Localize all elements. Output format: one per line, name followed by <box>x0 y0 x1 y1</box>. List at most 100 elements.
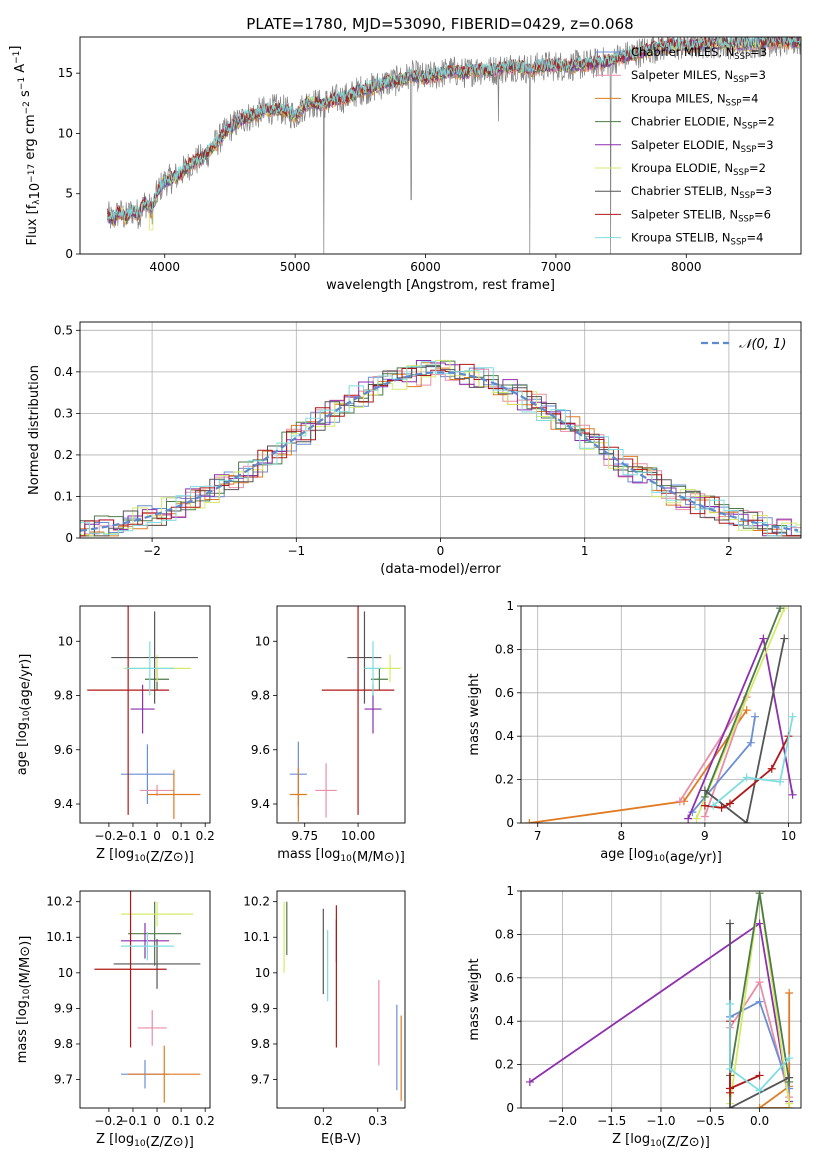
mass-vs-Z-ylabel-sub: 10 <box>22 988 32 1000</box>
age-vs-Z-ytick-label: 9.4 <box>54 797 73 811</box>
weight-marker <box>755 997 764 1006</box>
legend-label-sub: SSP <box>731 238 747 248</box>
age-vs-mass-xtick-label: 9.75 <box>291 829 318 843</box>
legend-label-suffix: =6 <box>754 207 771 221</box>
weight-marker <box>759 634 768 643</box>
legend-label-main: Kroupa MILES, N <box>631 91 726 105</box>
mass-vs-Z-xtick-label: −0.1 <box>118 1114 147 1128</box>
weight-vs-age-xlabel-part: (age/yr)] <box>665 850 722 865</box>
weight-vs-Z-xlabel-sub: 10 <box>650 1139 662 1149</box>
spectrum-ylabel-sup: −1 <box>12 51 22 64</box>
residuals-series-group <box>80 359 801 537</box>
weight-vs-Z-frame <box>520 890 802 1109</box>
age-vs-mass-xlabel-part: (M/M⊙)] <box>352 850 405 865</box>
weight-vs-Z-xlabel: Z [log10(Z/Z⊙)] <box>612 1132 710 1150</box>
age-vs-Z-xlabel-part: Z [ <box>96 847 114 862</box>
weight-marker <box>700 801 709 810</box>
age-vs-mass-ytick-label: 10 <box>255 634 270 648</box>
age-vs-mass-xlabel: mass [log10(M/M⊙)] <box>277 847 405 865</box>
spectrum-ylabel-sup: −2 <box>22 101 32 114</box>
weight-vs-Z-xlabel-part: Z [ <box>612 1132 630 1147</box>
residuals-xtick-label: −2 <box>143 544 161 558</box>
weight-marker <box>776 777 785 786</box>
figure-title: PLATE=1780, MJD=53090, FIBERID=0429, z=0… <box>246 15 633 33</box>
legend-label-main: Salpeter STELIB, N <box>631 207 738 221</box>
mass-vs-EBV-points <box>283 901 402 1101</box>
weight-marker <box>780 634 789 643</box>
weight-vs-age-ytick-label: 0 <box>506 816 514 830</box>
legend-label: Salpeter MILES, NSSP=3 <box>631 68 766 85</box>
mass-vs-Z-xtick-label: 0.1 <box>172 1114 191 1128</box>
weight-marker <box>742 819 751 823</box>
weight-marker <box>746 738 755 747</box>
weight-vs-age-ytick-label: 0.8 <box>495 642 514 656</box>
age-vs-Z-ylabel-part: log <box>15 722 30 742</box>
mass-vs-Z-ylabel-part: (M/M⊙)] <box>18 936 33 989</box>
mass-vs-EBV-axes: 0.2 0.3 9.7 9.8 9.9 10 10.1 10.2 E(B-V) <box>243 895 387 1147</box>
mass-vs-Z-xtick-label: −0.2 <box>94 1114 123 1128</box>
weight-vs-Z-ytick-label: 0.4 <box>495 1014 514 1028</box>
mass-vs-Z-ytick-label: 9.7 <box>54 1073 73 1087</box>
weight-vs-age-ytick-label: 0.2 <box>495 773 514 787</box>
weight-marker <box>788 712 797 721</box>
legend-label-main: Chabrier STELIB, N <box>631 184 739 198</box>
spectrum-ylabel-part: Flux [f <box>25 204 40 245</box>
age-vs-Z-ylabel: age [log10(age/yr)] <box>15 654 33 776</box>
spectrum-ytick-label: 5 <box>65 187 73 201</box>
weight-marker <box>692 814 701 823</box>
spectrum-xtick-label: 6000 <box>410 260 441 274</box>
legend-label-suffix: =3 <box>757 138 774 152</box>
mass-vs-EBV-xtick-label: 0.3 <box>368 1114 387 1128</box>
weight-vs-Z-xlabel-part: log <box>630 1132 650 1147</box>
weight-vs-Z-ylabel-part: mass weight <box>467 958 482 1040</box>
residuals-ytick-label: 0.1 <box>54 489 73 503</box>
residuals-xtick-label: −1 <box>287 544 305 558</box>
age-vs-mass-ytick-label: 9.4 <box>251 797 270 811</box>
weight-line-kroupa-stelib <box>729 1003 790 1092</box>
spectrum-ytick-label: 0 <box>65 247 73 261</box>
residuals-ytick-label: 0.3 <box>54 406 73 420</box>
legend-label-main: Kroupa STELIB, N <box>631 231 731 245</box>
age-vs-Z-xtick-label: 0.2 <box>196 829 215 843</box>
weight-vs-Z-xlabel-part: (Z/Z⊙)] <box>662 1135 710 1150</box>
legend-label-main: Kroupa ELODIE, N <box>631 161 733 175</box>
weight-vs-age-frame <box>520 605 802 824</box>
weight-vs-age-xtick-label: 7 <box>534 829 542 843</box>
mass-vs-EBV-xtick-label: 0.2 <box>314 1114 333 1128</box>
weight-vs-age-xlabel-sub: 10 <box>653 854 665 864</box>
mass-vs-Z-xlabel-sub: 10 <box>134 1139 146 1149</box>
weight-marker <box>700 786 709 795</box>
weight-vs-Z-xtick-label: −1.0 <box>646 1114 675 1128</box>
spectrum-series-group <box>106 37 801 254</box>
weight-marker <box>709 801 718 810</box>
weight-vs-Z-xtick-label: −1.5 <box>597 1114 626 1128</box>
residuals-ytick-label: 0.5 <box>54 323 73 337</box>
weight-vs-age-xtick-label: 9 <box>701 829 709 843</box>
age-vs-Z-xlabel: Z [log10(Z/Z⊙)] <box>96 847 194 865</box>
legend-label-sub: SSP <box>726 98 742 108</box>
weight-marker <box>776 606 785 613</box>
legend-label-suffix: =4 <box>741 91 758 105</box>
mass-vs-Z-xlabel: Z [log10(Z/Z⊙)] <box>96 1132 194 1150</box>
weight-vs-Z-ytick-label: 0.2 <box>495 1058 514 1072</box>
mass-vs-EBV-ytick-label: 10.1 <box>243 930 270 944</box>
age-vs-Z-xlabel-part: log <box>114 847 134 862</box>
weight-vs-Z-series <box>525 891 794 1108</box>
residuals-xlabel: (data-model)/error <box>380 562 501 577</box>
spectrum-ylabel-sup: −1 <box>17 77 27 90</box>
spectrum-ylabel-sub: λ <box>32 199 42 205</box>
weight-vs-Z-ytick-label: 0 <box>506 1101 514 1115</box>
weight-vs-Z-ytick-label: 0.8 <box>495 927 514 941</box>
weight-vs-age-xlabel: age [log10(age/yr)] <box>600 847 722 865</box>
residuals-ylabel-part: Normed distribution <box>27 365 42 495</box>
weight-marker <box>785 1054 794 1063</box>
spectrum-ytick-label: 10 <box>58 126 73 140</box>
weight-vs-age-ylabel: mass weight <box>467 673 482 755</box>
legend-label-sub: SSP <box>741 145 757 155</box>
weight-marker <box>755 1071 764 1080</box>
weight-marker <box>525 1077 534 1086</box>
residuals-xlabel-part: (data-model)/error <box>380 562 501 577</box>
residuals-frame <box>79 321 802 539</box>
